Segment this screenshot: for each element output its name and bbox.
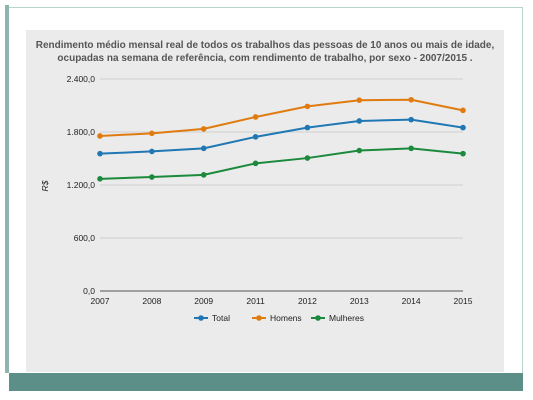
y-tick-label: 2.400,0 [67, 74, 96, 84]
data-point-mulheres[interactable] [304, 155, 311, 161]
legend-swatch-dot [198, 315, 204, 321]
axis-layer: 0,0 600,0 1.200,0 1.800,0 2.400,0 2007 2008 200… [67, 74, 473, 306]
y-axis-label: R$ [40, 180, 50, 191]
x-tick-label: 2012 [298, 296, 317, 306]
x-tick-label: 2011 [246, 296, 265, 306]
bottom-footer-bar [9, 373, 523, 391]
y-tick-label: 1.200,0 [67, 180, 96, 190]
x-tick-label: 2013 [350, 296, 369, 306]
data-point-total[interactable] [252, 134, 259, 140]
y-tick-label: 1.800,0 [67, 127, 96, 137]
legend[interactable]: Total Homens Mulheres [194, 313, 364, 323]
x-tick-label: 2007 [91, 296, 110, 306]
data-point-total[interactable] [97, 150, 103, 157]
x-tick-label: 2008 [142, 296, 161, 306]
series-line-total [99, 118, 464, 155]
data-point-total[interactable] [304, 124, 311, 131]
y-tick-label: 0,0 [83, 286, 95, 296]
data-point-mulheres[interactable] [200, 172, 207, 178]
x-tick-label: 2014 [402, 296, 421, 306]
x-tick-label: 2009 [194, 296, 213, 306]
data-point-mulheres[interactable] [356, 147, 363, 154]
legend-item-mulheres[interactable]: Mulheres [311, 313, 364, 323]
data-point-total[interactable] [408, 116, 414, 123]
data-point-mulheres[interactable] [97, 176, 103, 182]
data-point-homens[interactable] [356, 97, 363, 103]
data-point-homens[interactable] [460, 107, 466, 114]
line-chart: Rendimento médio mensal real de todos os… [36, 40, 495, 323]
data-point-mulheres[interactable] [252, 160, 259, 167]
top-border-line [9, 7, 522, 8]
y-tick-label: 600,0 [74, 233, 96, 243]
data-point-homens[interactable] [97, 133, 103, 139]
series-layer [97, 96, 466, 182]
data-point-total[interactable] [200, 145, 207, 152]
chart-title-line-2: ocupadas na semana de referência, com re… [57, 53, 472, 64]
chart-panel: Rendimento médio mensal real de todos os… [26, 30, 504, 372]
data-point-homens[interactable] [200, 126, 207, 132]
legend-label: Homens [270, 313, 302, 323]
data-point-total[interactable] [356, 118, 363, 124]
data-point-mulheres[interactable] [460, 150, 466, 157]
data-point-mulheres[interactable] [149, 174, 155, 180]
right-border-line [522, 7, 523, 373]
data-point-total[interactable] [460, 124, 466, 131]
legend-item-total[interactable]: Total [194, 313, 230, 323]
legend-swatch-dot [256, 315, 262, 321]
series-line-homens [99, 98, 464, 137]
x-tick-label: 2015 [454, 296, 473, 306]
series-line-mulheres [99, 147, 464, 180]
chart-title-line-1: Rendimento médio mensal real de todos os… [36, 40, 495, 51]
data-point-homens[interactable] [149, 130, 155, 137]
legend-item-homens[interactable]: Homens [252, 313, 302, 323]
data-point-homens[interactable] [304, 103, 311, 110]
legend-swatch-dot [315, 315, 321, 321]
data-point-homens[interactable] [408, 96, 414, 103]
left-accent-bar [5, 5, 9, 373]
legend-label: Total [212, 313, 230, 323]
data-point-total[interactable] [149, 148, 155, 155]
legend-label: Mulheres [329, 313, 364, 323]
data-point-homens[interactable] [252, 114, 259, 120]
data-point-mulheres[interactable] [408, 145, 414, 152]
